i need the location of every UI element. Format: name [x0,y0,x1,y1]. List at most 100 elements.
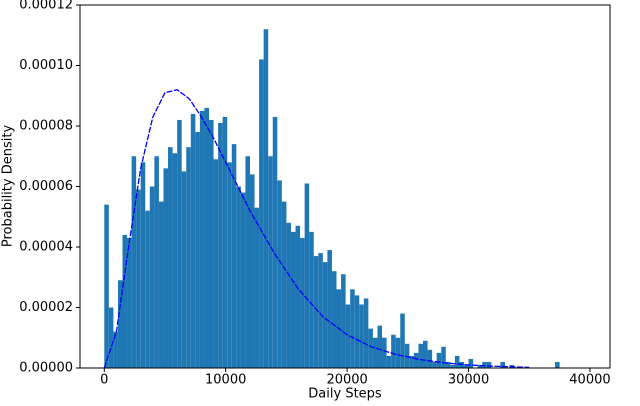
y-tick-label: 0.00006 [19,179,73,194]
bar [218,122,223,368]
bar [117,280,123,368]
bar [309,231,314,368]
bar [181,171,187,368]
bar [441,346,446,368]
bar [482,361,487,368]
bar [186,147,191,368]
bar [213,159,219,368]
bar [423,340,428,368]
y-tick-label: 0.00008 [19,119,73,134]
bar [108,307,114,368]
x-tick-label: 20000 [326,373,367,388]
bar [386,355,392,368]
bar [140,162,146,368]
bar [113,331,118,368]
bar [350,289,355,368]
bar [391,334,396,368]
bar [168,147,173,368]
x-tick-label: 0 [100,373,108,388]
bar [158,201,164,368]
bar [227,162,232,368]
bar [177,119,182,368]
bar [259,59,264,368]
x-tick-label: 10000 [205,373,246,388]
bar [254,207,260,368]
bar [413,352,419,368]
bar [432,361,437,368]
bar [272,116,278,368]
x-axis-label: Daily Steps [308,387,382,402]
x-tick-label: 30000 [448,373,489,388]
y-tick-label: 0.00004 [19,240,73,255]
bar [409,355,414,368]
bar [354,295,360,368]
bar [363,298,369,368]
bar [195,132,200,368]
bar [131,156,137,368]
bar [122,234,128,368]
bar [304,183,310,368]
bar [331,271,337,368]
bar [290,231,296,368]
bar [249,174,255,368]
bar [359,304,364,368]
bar [300,237,305,368]
bar [327,250,332,368]
bar [436,352,442,368]
bar [268,156,273,368]
bar [445,361,451,368]
bar [199,110,205,368]
x-tick-label: 40000 [569,373,610,388]
bar [277,180,282,368]
y-tick-label: 0.00012 [19,0,73,13]
bar [281,201,287,368]
bar [454,355,460,368]
bar [486,361,492,368]
fit-curve [103,88,530,369]
bar [322,262,328,368]
bar [313,256,319,368]
bar [104,204,109,368]
bar [400,313,405,368]
bar [341,274,346,368]
y-axis-label: Probability Density [1,125,16,248]
bar [154,156,159,368]
bar [295,225,301,368]
bar [477,364,483,368]
bar [127,237,132,368]
bar [145,210,150,368]
bar [368,328,373,368]
bar [204,107,210,368]
bar [245,156,250,368]
bar [555,361,560,368]
bar [231,144,237,368]
bar [377,325,383,368]
bar [418,343,424,368]
bar [236,186,241,368]
bar [427,349,433,368]
y-tick-label: 0.00000 [19,361,73,376]
bar [286,222,291,368]
bar [190,113,196,369]
y-tick-label: 0.00002 [19,300,73,315]
bar [136,189,141,368]
bar [450,364,455,368]
bar [318,253,323,368]
bar [345,304,351,368]
bar [372,337,378,368]
bar [263,29,269,368]
bar [163,168,169,368]
bar [149,186,155,368]
bar [468,358,474,368]
bar [240,192,246,368]
bar [222,116,228,368]
bar [172,153,178,368]
y-tick-label: 0.00010 [19,58,73,73]
bar [404,343,410,368]
bar [209,119,214,368]
bar [382,337,387,368]
bar [463,364,469,368]
bar [500,361,505,368]
bar [395,337,401,368]
